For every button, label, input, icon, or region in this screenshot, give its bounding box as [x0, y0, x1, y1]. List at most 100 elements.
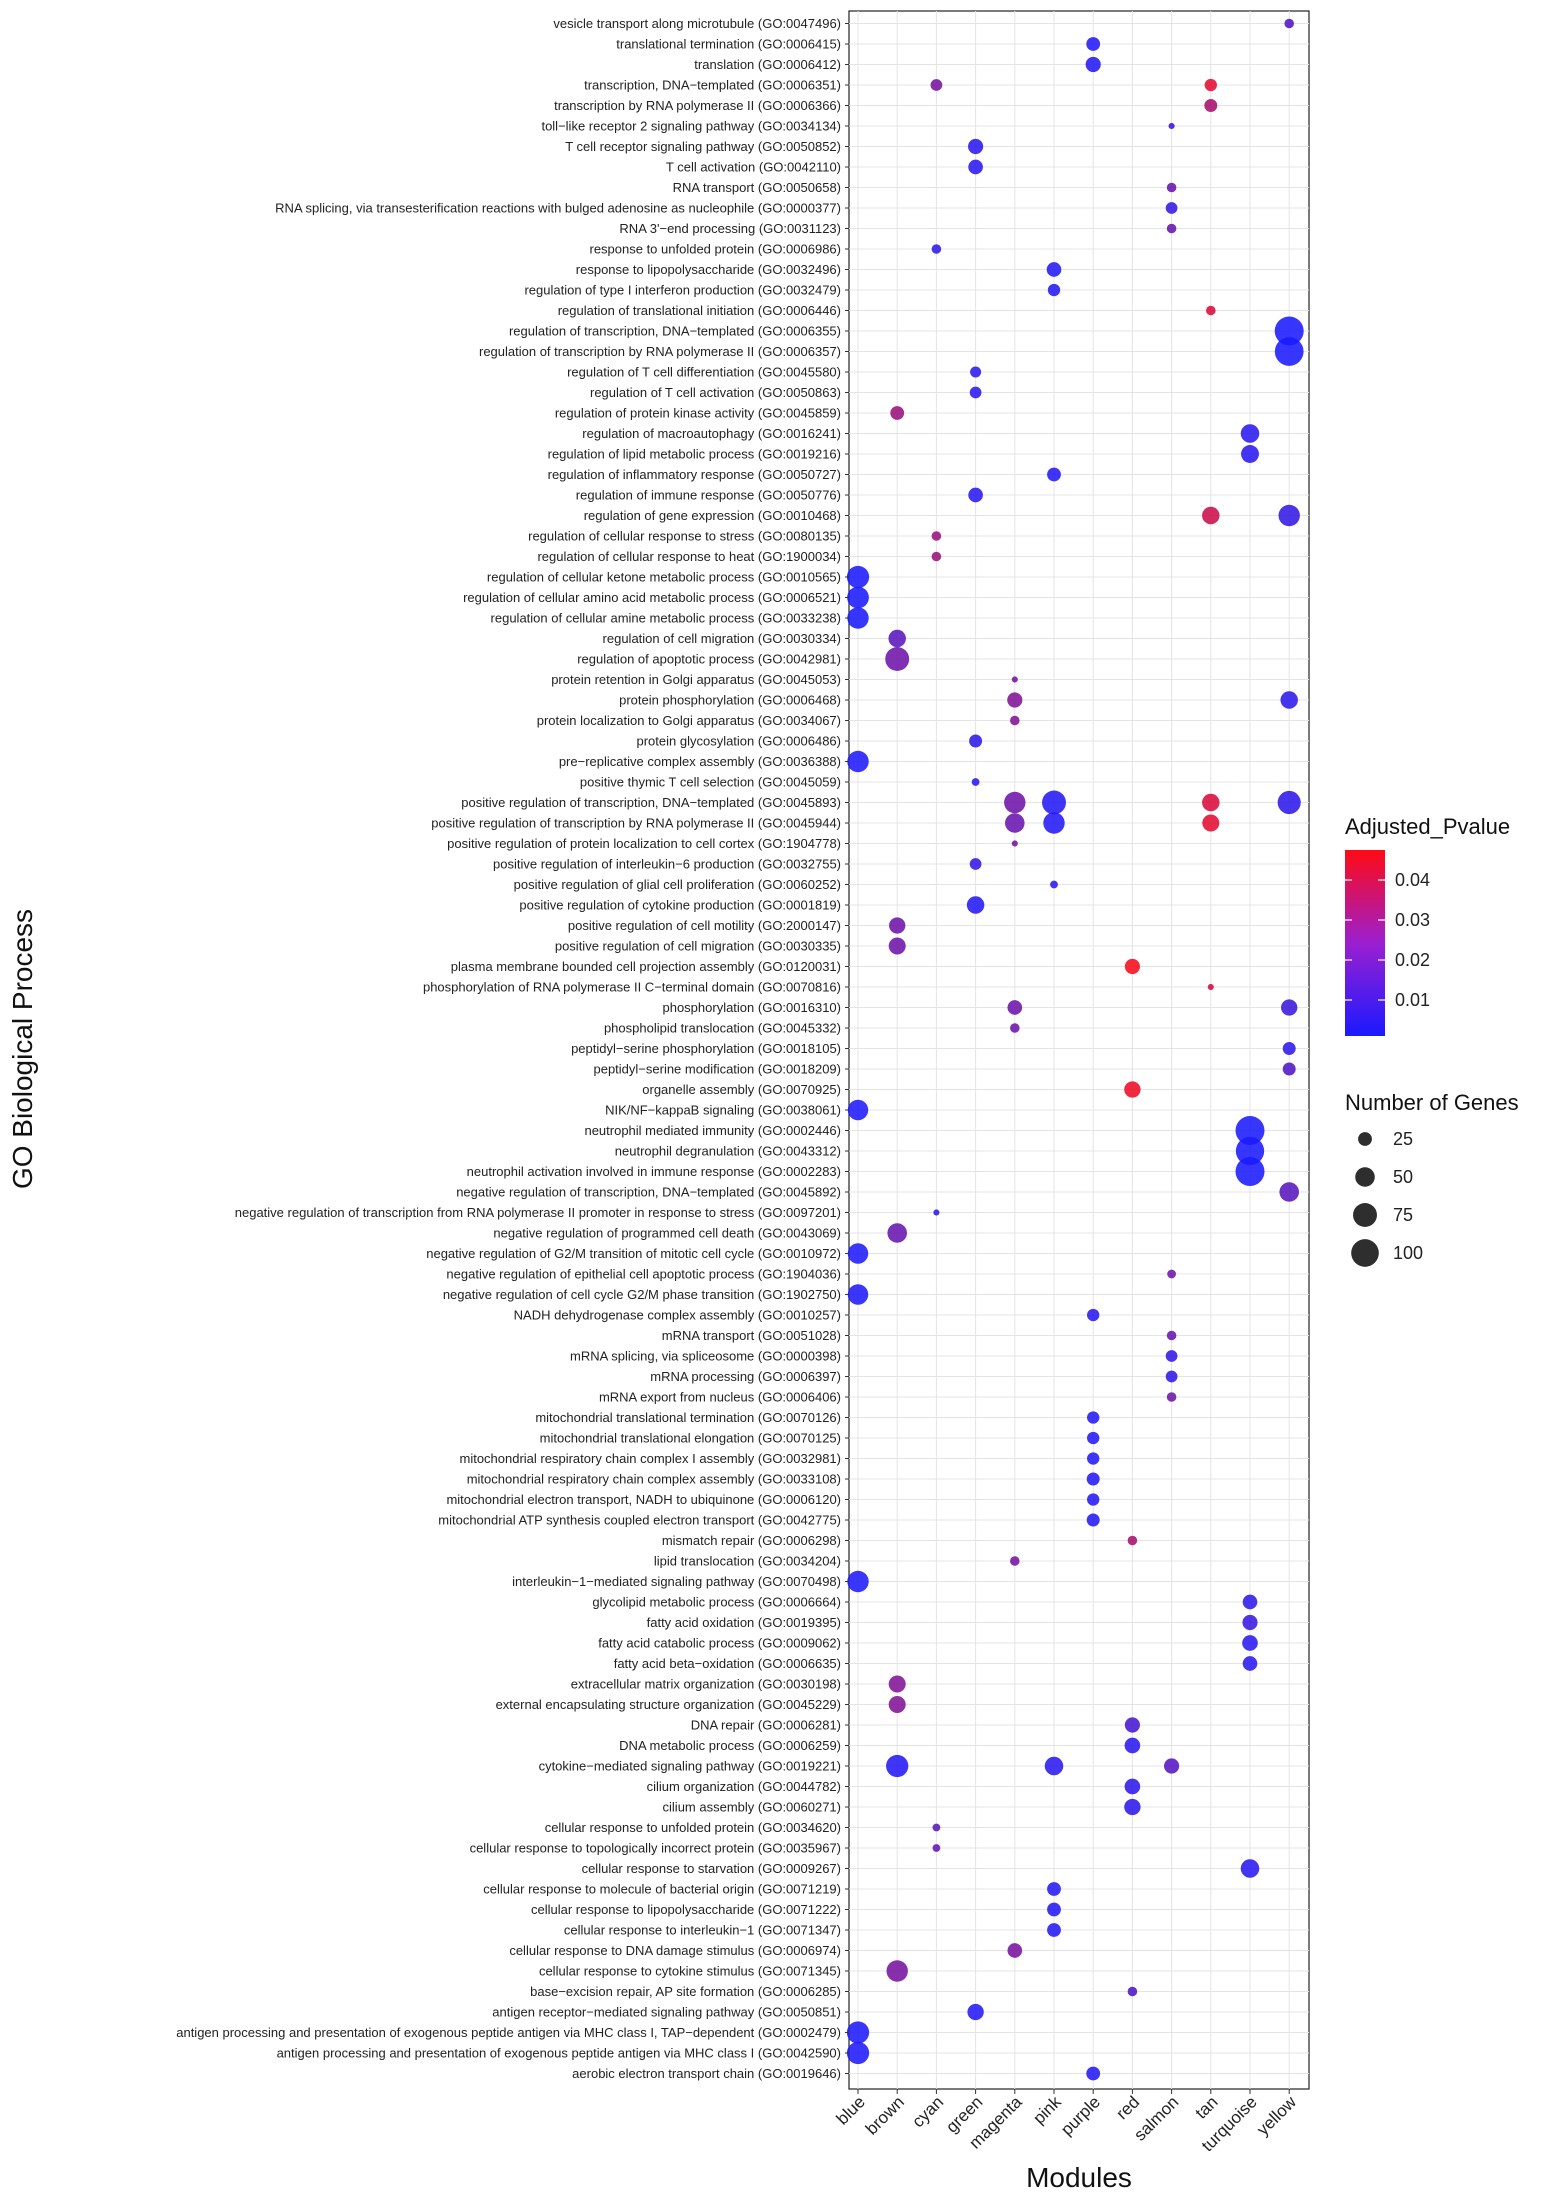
data-point — [887, 1223, 907, 1243]
y-tick-label: protein localization to Golgi apparatus … — [537, 713, 841, 728]
data-point — [886, 1754, 909, 1778]
data-point — [1240, 424, 1260, 443]
y-tick-label: negative regulation of programmed cell d… — [493, 1226, 841, 1241]
data-point — [1206, 305, 1216, 316]
data-point — [1010, 715, 1020, 726]
data-point — [846, 2021, 870, 2044]
data-point — [847, 1243, 869, 1264]
y-tick-label: regulation of cell migration (GO:0030334… — [603, 631, 841, 646]
data-point — [847, 607, 869, 629]
data-point — [1165, 1370, 1178, 1383]
y-tick-label: mitochondrial translational elongation (… — [540, 1431, 841, 1446]
y-tick-label: antigen receptor−mediated signaling path… — [492, 2005, 841, 2020]
y-tick-label: regulation of protein kinase activity (G… — [555, 406, 841, 421]
color-tick-label: 0.04 — [1395, 870, 1430, 890]
data-point — [846, 2041, 870, 2065]
data-point — [1202, 814, 1220, 832]
y-tick-label: base−excision repair, AP site formation … — [530, 1984, 841, 1999]
data-point — [1010, 1556, 1020, 1566]
y-tick-label: lipid translocation (GO:0034204) — [654, 1554, 841, 1569]
y-tick-label: regulation of translational initiation (… — [558, 303, 841, 318]
color-legend: Adjusted_Pvalue 0.01 0.02 0.03 0.04 — [1345, 814, 1510, 1036]
data-point — [1168, 122, 1175, 130]
data-point — [888, 1675, 906, 1693]
data-point — [1242, 1635, 1258, 1651]
data-point — [1011, 676, 1018, 683]
y-tick-label: mitochondrial ATP synthesis coupled elec… — [438, 1513, 841, 1528]
y-tick-label: pre−replicative complex assembly (GO:003… — [559, 754, 841, 769]
data-point — [1282, 1062, 1296, 1076]
data-point — [967, 2003, 984, 2021]
y-tick-label: negative regulation of cell cycle G2/M p… — [443, 1287, 841, 1302]
y-tick-label: T cell activation (GO:0042110) — [666, 160, 841, 175]
y-tick-label: mismatch repair (GO:0006298) — [662, 1533, 841, 1548]
data-point — [1282, 1042, 1296, 1055]
color-legend-ticks: 0.01 0.02 0.03 0.04 — [1345, 870, 1430, 1010]
y-tick-label: negative regulation of G2/M transition o… — [426, 1246, 841, 1261]
data-point — [1087, 1493, 1100, 1506]
data-point — [969, 734, 983, 748]
y-tick-label: regulation of T cell differentiation (GO… — [567, 365, 841, 380]
y-tick-label: cytokine−mediated signaling pathway (GO:… — [539, 1759, 841, 1774]
y-tick-label: cellular response to starvation (GO:0009… — [582, 1861, 841, 1876]
x-axis-title: Modules — [1026, 2162, 1132, 2193]
y-tick-label: mRNA splicing, via spliceosome (GO:00003… — [570, 1349, 841, 1364]
data-point — [888, 629, 906, 648]
data-point — [846, 565, 870, 589]
y-tick-label: cellular response to interleukin−1 (GO:0… — [564, 1923, 841, 1938]
y-tick-label: external encapsulating structure organiz… — [496, 1697, 841, 1712]
y-tick-label: cellular response to topologically incor… — [470, 1841, 841, 1856]
y-tick-label: T cell receptor signaling pathway (GO:00… — [565, 139, 841, 154]
data-point — [889, 917, 906, 934]
size-legend-circle — [1358, 1132, 1372, 1146]
data-point — [1166, 1330, 1177, 1341]
data-point — [1240, 1859, 1260, 1878]
data-point — [931, 244, 942, 254]
data-point — [1207, 983, 1214, 991]
y-tick-label: regulation of cellular ketone metabolic … — [487, 570, 841, 585]
data-point — [970, 366, 982, 378]
y-axis-title: GO Biological Process — [7, 909, 38, 1189]
data-point — [847, 1099, 869, 1121]
size-legend-label: 100 — [1393, 1243, 1423, 1263]
data-point — [1047, 283, 1061, 297]
data-point — [847, 586, 869, 609]
y-tick-label: regulation of transcription by RNA polym… — [479, 344, 841, 359]
y-tick-label: phosphorylation of RNA polymerase II C−t… — [423, 980, 841, 995]
x-tick-label: cyan — [908, 2092, 947, 2131]
y-tick-label: neutrophil degranulation (GO:0043312) — [615, 1144, 841, 1159]
y-tick-label: neutrophil activation involved in immune… — [467, 1164, 841, 1179]
y-tick-label: response to lipopolysaccharide (GO:00324… — [576, 262, 841, 277]
y-tick-label: cellular response to unfolded protein (G… — [545, 1820, 841, 1835]
y-tick-label: cellular response to cytokine stimulus (… — [539, 1964, 841, 1979]
data-point — [930, 79, 943, 91]
y-tick-label: organelle assembly (GO:0070925) — [642, 1082, 841, 1097]
data-point — [1235, 1116, 1265, 1145]
data-point — [1124, 958, 1140, 975]
y-tick-label: positive thymic T cell selection (GO:004… — [580, 775, 841, 790]
data-point — [1284, 18, 1294, 29]
data-point — [847, 1570, 869, 1593]
y-tick-label: extracellular matrix organization (GO:00… — [571, 1677, 841, 1692]
color-legend-bar — [1345, 850, 1385, 1036]
y-tick-label: interleukin−1−mediated signaling pathway… — [512, 1574, 841, 1589]
data-point — [1010, 1023, 1020, 1033]
data-point — [1004, 791, 1026, 814]
data-point — [1281, 999, 1298, 1016]
y-tick-label: RNA transport (GO:0050658) — [673, 180, 841, 195]
y-tick-label: response to unfolded protein (GO:0006986… — [589, 242, 841, 257]
data-point — [1235, 1136, 1265, 1166]
y-tick-label: negative regulation of transcription, DN… — [456, 1185, 841, 1200]
y-tick-label: regulation of inflammatory response (GO:… — [548, 467, 841, 482]
y-tick-label: positive regulation of protein localizat… — [447, 836, 841, 851]
data-point — [1280, 691, 1298, 709]
y-tick-label: protein retention in Golgi apparatus (GO… — [551, 672, 841, 687]
data-point — [1274, 316, 1304, 346]
y-tick-label: mitochondrial translational termination … — [535, 1410, 841, 1425]
y-tick-label: positive regulation of transcription by … — [431, 816, 841, 831]
y-tick-label: mRNA processing (GO:0006397) — [650, 1369, 841, 1384]
data-point — [1279, 1182, 1299, 1202]
y-tick-label: positive regulation of glial cell prolif… — [514, 877, 841, 892]
y-tick-label: regulation of immune response (GO:005077… — [576, 488, 841, 503]
y-tick-label: mitochondrial respiratory chain complex … — [467, 1472, 841, 1487]
